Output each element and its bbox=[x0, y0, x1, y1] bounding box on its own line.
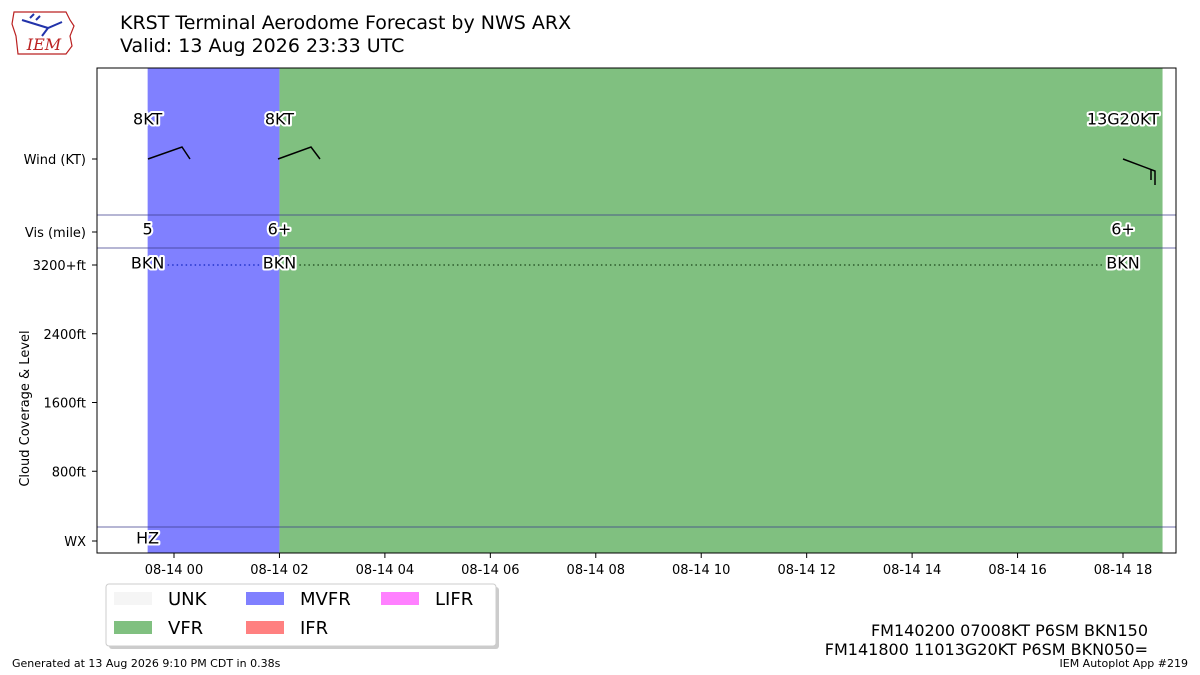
row-label: WX bbox=[64, 535, 86, 550]
x-tick-label: 08-14 18 bbox=[1094, 563, 1152, 578]
visibility-label: 6+ bbox=[268, 220, 292, 239]
legend-label-ifr: IFR bbox=[300, 618, 328, 639]
wind-vane-icon bbox=[21, 13, 63, 37]
chart-subtitle: Valid: 13 Aug 2026 23:33 UTC bbox=[120, 35, 405, 57]
wind-label: 13G20KT bbox=[1087, 110, 1159, 129]
legend-swatch-lifr bbox=[381, 592, 419, 605]
plot-frame bbox=[96, 67, 1177, 554]
row-label: Wind (KT) bbox=[24, 153, 86, 168]
y-tick-label: 800ft bbox=[52, 465, 86, 480]
x-tick-label: 08-14 14 bbox=[883, 563, 941, 578]
y-tick-label: 3200+ft bbox=[33, 259, 86, 274]
legend bbox=[105, 583, 499, 649]
x-tick-label: 08-14 00 bbox=[145, 563, 203, 578]
iowa-outline-icon bbox=[11, 11, 75, 55]
legend-label-unk: UNK bbox=[168, 589, 208, 610]
raw-taf-line-2: FM141800 11013G20KT P6SM BKN050= bbox=[824, 640, 1148, 659]
x-tick-label: 08-14 08 bbox=[567, 563, 625, 578]
legend-swatch-unk bbox=[114, 592, 152, 605]
row-label: Vis (mile) bbox=[25, 226, 86, 241]
visibility-label: 5 bbox=[143, 220, 153, 239]
category-span-mvfr bbox=[147, 68, 280, 553]
raw-taf-line-1: FM140200 07008KT P6SM BKN150 bbox=[870, 621, 1148, 640]
legend-label-vfr: VFR bbox=[168, 618, 203, 639]
chart-title-block: KRST Terminal Aerodome Forecast by NWS A… bbox=[120, 12, 571, 58]
raw-taf-text: FM140200 07008KT P6SM BKN150 FM141800 11… bbox=[825, 621, 1148, 659]
app-note: IEM Autoplot App #219 bbox=[1059, 657, 1189, 670]
y-tick-label: 2400ft bbox=[43, 328, 86, 343]
x-tick-label: 08-14 12 bbox=[777, 563, 835, 578]
cloud-coverage-label: BKN bbox=[131, 254, 164, 273]
y-axis-label: Cloud Coverage & Level bbox=[18, 330, 33, 486]
x-tick-label: 08-14 04 bbox=[356, 563, 414, 578]
x-tick-label: 08-14 10 bbox=[672, 563, 730, 578]
category-span-vfr bbox=[279, 68, 1163, 553]
weather-label: HZ bbox=[136, 529, 159, 548]
wind-label: 8KT bbox=[133, 110, 162, 129]
wind-barb bbox=[147, 146, 191, 160]
x-tick-label: 08-14 16 bbox=[988, 563, 1046, 578]
visibility-label: 6+ bbox=[1111, 220, 1135, 239]
wind-barb bbox=[277, 146, 321, 160]
chart-title: KRST Terminal Aerodome Forecast by NWS A… bbox=[120, 12, 572, 34]
wind-barb bbox=[1122, 158, 1156, 185]
cloud-coverage-label: BKN bbox=[263, 254, 296, 273]
y-tick-label: 1600ft bbox=[43, 397, 86, 412]
legend-swatch-mvfr bbox=[246, 592, 284, 605]
iem-logo: IEM bbox=[11, 11, 75, 55]
logo-text: IEM bbox=[26, 35, 62, 54]
wind-label: 8KT bbox=[265, 110, 294, 129]
legend-label-lifr: LIFR bbox=[435, 589, 473, 610]
legend-swatch-ifr bbox=[246, 621, 284, 634]
generated-note: Generated at 13 Aug 2026 9:10 PM CDT in … bbox=[12, 657, 281, 670]
x-tick-label: 08-14 06 bbox=[461, 563, 519, 578]
x-tick-label: 08-14 02 bbox=[250, 563, 308, 578]
legend-label-mvfr: MVFR bbox=[300, 589, 351, 610]
cloud-coverage-label: BKN bbox=[1106, 254, 1139, 273]
legend-swatch-vfr bbox=[114, 621, 152, 634]
